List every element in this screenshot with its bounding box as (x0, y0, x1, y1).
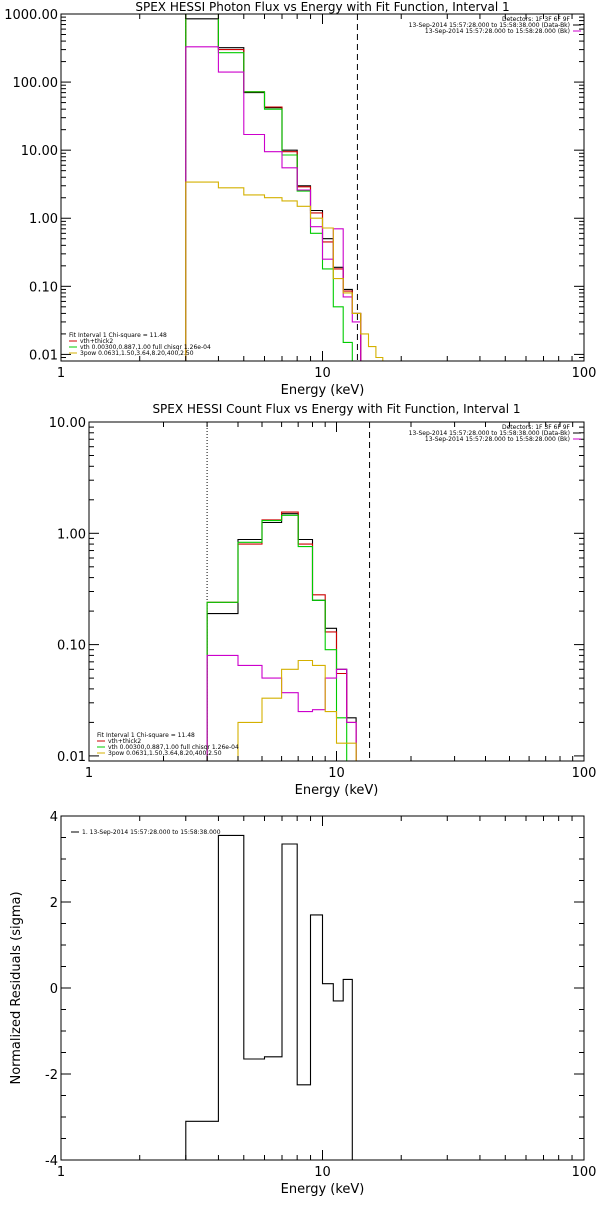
x-tick-label: 1 (85, 766, 93, 781)
y-tick-label: 1.00 (29, 212, 58, 227)
legend-bottom-entry: vth+thick2 (108, 738, 141, 745)
x-tick-label: 100 (572, 1165, 597, 1180)
chart-photon: SPEX HESSI Photon Flux vs Energy with Fi… (4, 0, 596, 398)
plot-frame (60, 815, 585, 1161)
legend-top-entry: 13-Sep-2014 15:57:28.000 to 15:58:38.000… (409, 22, 570, 29)
x-axis: 1 10 100 Energy (keV) (57, 816, 597, 1197)
legend-bottom-entry: vth+thick2 (80, 338, 113, 345)
y-tick-label: 100.00 (13, 76, 59, 91)
y-axis: 4 2 0 -2 -4 Normalized Residuals (sigma) (9, 810, 584, 1169)
plot-frame (60, 13, 585, 362)
legend-bottom-entry: vth 0.00300,0.887,1.00 full chisqr 1.26e… (108, 744, 239, 751)
legend-bottom-entry: Fit Interval 1 Chi-square = 11.48 (69, 332, 167, 339)
series-group (206, 511, 357, 761)
y-axis-label: Normalized Residuals (sigma) (9, 891, 24, 1084)
x-tick-label: 10 (314, 1165, 331, 1180)
series-line-1 (185, 14, 362, 361)
series-line-2 (206, 514, 357, 761)
y-tick-label: 0.10 (57, 639, 86, 654)
y-tick-label: 10.00 (21, 144, 58, 159)
legend-bottom-entry: vth 0.00300,0.887,1.00 full chisqr 1.26e… (80, 344, 211, 351)
series-line-0 (206, 513, 357, 761)
legend-bottom: Fit Interval 1 Chi-square = 11.48vth+thi… (97, 732, 239, 757)
legend-top: 1. 13-Sep-2014 15:57:28.000 to 15:58:38.… (71, 829, 221, 836)
x-axis-label: Energy (keV) (281, 1182, 365, 1197)
x-axis: 1 10 100 Energy (keV) (85, 422, 597, 798)
chart-title: SPEX HESSI Count Flux vs Energy with Fit… (152, 402, 520, 416)
legend-top-entry: 13-Sep-2014 15:57:28.000 to 15:58:28.000… (425, 28, 570, 35)
legend-bottom-entry: 3pow 0.0631,1.50,3.64,8.20,400,2.50 (108, 750, 222, 757)
y-tick-label: 0.10 (29, 280, 58, 295)
x-tick-label: 100 (572, 366, 597, 381)
y-tick-label: 0.01 (57, 750, 86, 765)
x-tick-label: 10 (328, 766, 345, 781)
chart-title: SPEX HESSI Photon Flux vs Energy with Fi… (135, 0, 509, 14)
x-axis-label: Energy (keV) (295, 783, 379, 798)
y-tick-label: -4 (45, 1154, 58, 1169)
x-axis-label: Energy (keV) (281, 383, 365, 398)
series-line-4 (185, 181, 390, 361)
y-tick-label: 10.00 (49, 416, 86, 431)
legend-top-entry: 13-Sep-2014 15:57:28.000 to 15:58:28.000… (425, 436, 570, 443)
y-tick-label: 2 (50, 896, 58, 911)
series-group (185, 14, 390, 361)
series-line-4 (207, 659, 357, 761)
legend-top-entry: 13-Sep-2014 15:57:28.000 to 15:58:38.000… (409, 430, 570, 437)
series-line-2 (185, 14, 361, 361)
legend-bottom-entry: 3pow 0.0631,1.50,3.64,8.20,400,2.50 (80, 350, 194, 357)
y-tick-label: -2 (45, 1068, 58, 1083)
series-group (185, 834, 353, 1160)
series-line-0 (185, 18, 362, 361)
x-axis: 1 10 100 Energy (keV) (57, 14, 597, 398)
y-axis: 1000.00 100.00 10.00 1.00 0.10 0.01 (4, 8, 584, 363)
legend-top-entry: 1. 13-Sep-2014 15:57:28.000 to 15:58:38.… (82, 829, 221, 836)
legend-bottom-entry: Fit Interval 1 Chi-square = 11.48 (97, 732, 195, 739)
series-line-3 (206, 654, 357, 761)
legend-top-entry: Detectors: 1F 3F 6F 9F (502, 16, 571, 23)
x-tick-label: 1 (57, 1165, 65, 1180)
y-tick-label: 1.00 (57, 527, 86, 542)
chart-count: SPEX HESSI Count Flux vs Energy with Fit… (49, 402, 597, 798)
legend-top-entry: Detectors: 1F 3F 6F 9F (502, 424, 571, 431)
x-tick-label: 10 (314, 366, 331, 381)
chart-resid: 1 10 100 Energy (keV) 4 2 0 -2 -4 Normalized Resi… (9, 810, 596, 1197)
y-tick-label: 4 (50, 810, 58, 825)
series-line-1 (206, 511, 357, 761)
series-line-0 (185, 834, 353, 1160)
y-tick-label: 1000.00 (4, 8, 58, 23)
x-tick-label: 1 (57, 366, 65, 381)
series-line-3 (185, 46, 362, 361)
x-tick-label: 100 (572, 766, 597, 781)
y-tick-label: 0 (50, 982, 58, 997)
y-tick-label: 0.01 (29, 348, 58, 363)
y-axis: 10.00 1.00 0.10 0.01 (49, 416, 584, 765)
legend-bottom: Fit Interval 1 Chi-square = 11.48vth+thi… (69, 332, 211, 357)
